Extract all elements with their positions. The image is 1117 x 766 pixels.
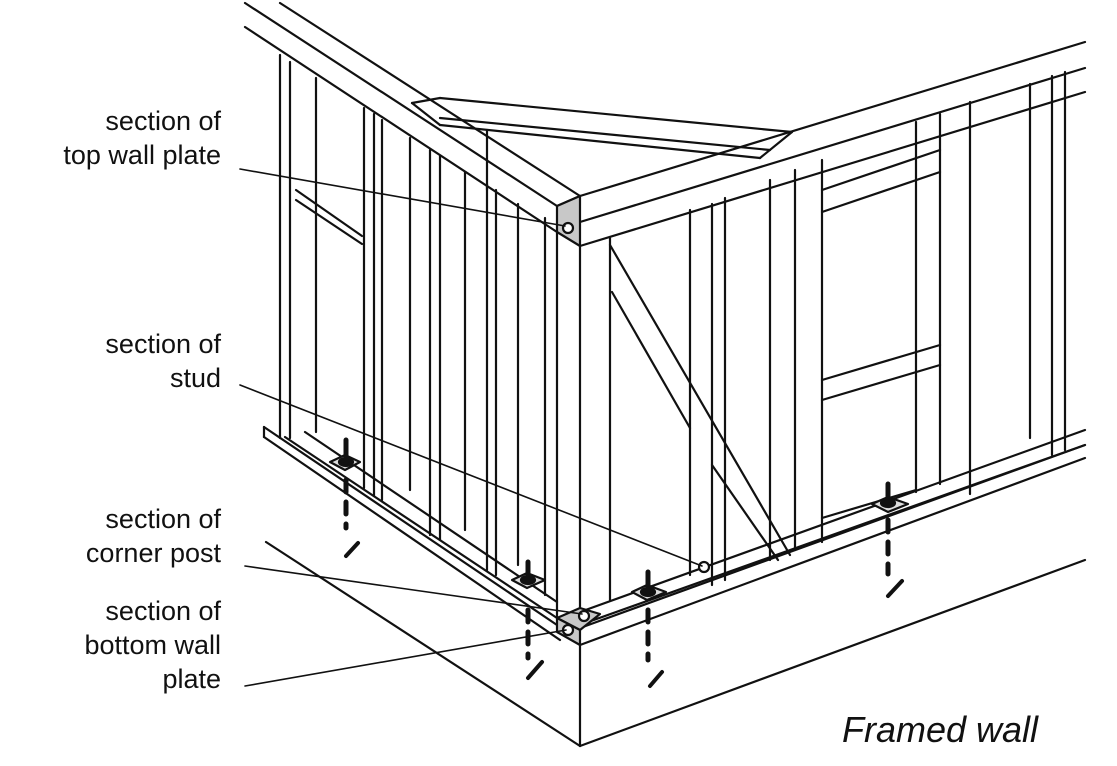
right-wall-diagonal-brace [608,243,792,562]
callout-bottom-wall-plate: section of bottom wall plate [84,594,221,696]
section-stud [697,560,711,574]
right-wall-studs [688,70,1067,587]
bottom-plate-right [578,428,1087,630]
anchor-bolt-4 [870,481,910,598]
section-top-wall-plate [555,194,582,248]
callout-corner-post-line-2: corner post [85,538,221,568]
callout-bottom-wall-plate-line-3: plate [162,664,221,694]
left-wall-studs [278,53,547,597]
anchor-bolt-3 [630,569,668,688]
top-plate-left [243,1,582,234]
callout-bottom-wall-plate-line-2: bottom wall [84,630,221,660]
callout-top-wall-plate-line-1: section of [105,106,221,136]
leader-stud [239,384,703,567]
corner-post [555,228,612,620]
anchor-bolt-2 [510,559,547,680]
anchor-bolts [328,437,910,688]
leader-bottom-wall-plate [244,629,567,687]
leader-corner-post [244,565,583,615]
anchor-bolt-1 [328,437,362,558]
figure-caption: Framed wall [842,709,1039,750]
callout-top-wall-plate: section of top wall plate [63,104,221,172]
leader-top-wall-plate [239,168,566,227]
callout-bottom-wall-plate-line-1: section of [105,596,221,626]
corner-tie [410,96,794,192]
callout-corner-post-line-1: section of [105,504,221,534]
right-wall-noggings [820,148,942,520]
callout-corner-post: section of corner post [86,502,221,570]
bottom-plate-left [283,430,559,620]
leader-lines [239,168,703,687]
callout-stud: section of stud [105,327,221,395]
callout-stud-line-2: stud [169,363,221,393]
left-wall-brace [294,188,364,246]
section-bottom-wall-plate [555,616,582,647]
callout-stud-line-1: section of [105,329,221,359]
callout-top-wall-plate-line-2: top wall plate [63,140,221,170]
